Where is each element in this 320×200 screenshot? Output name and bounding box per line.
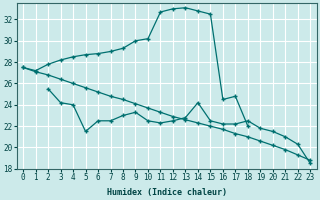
X-axis label: Humidex (Indice chaleur): Humidex (Indice chaleur): [107, 188, 227, 197]
